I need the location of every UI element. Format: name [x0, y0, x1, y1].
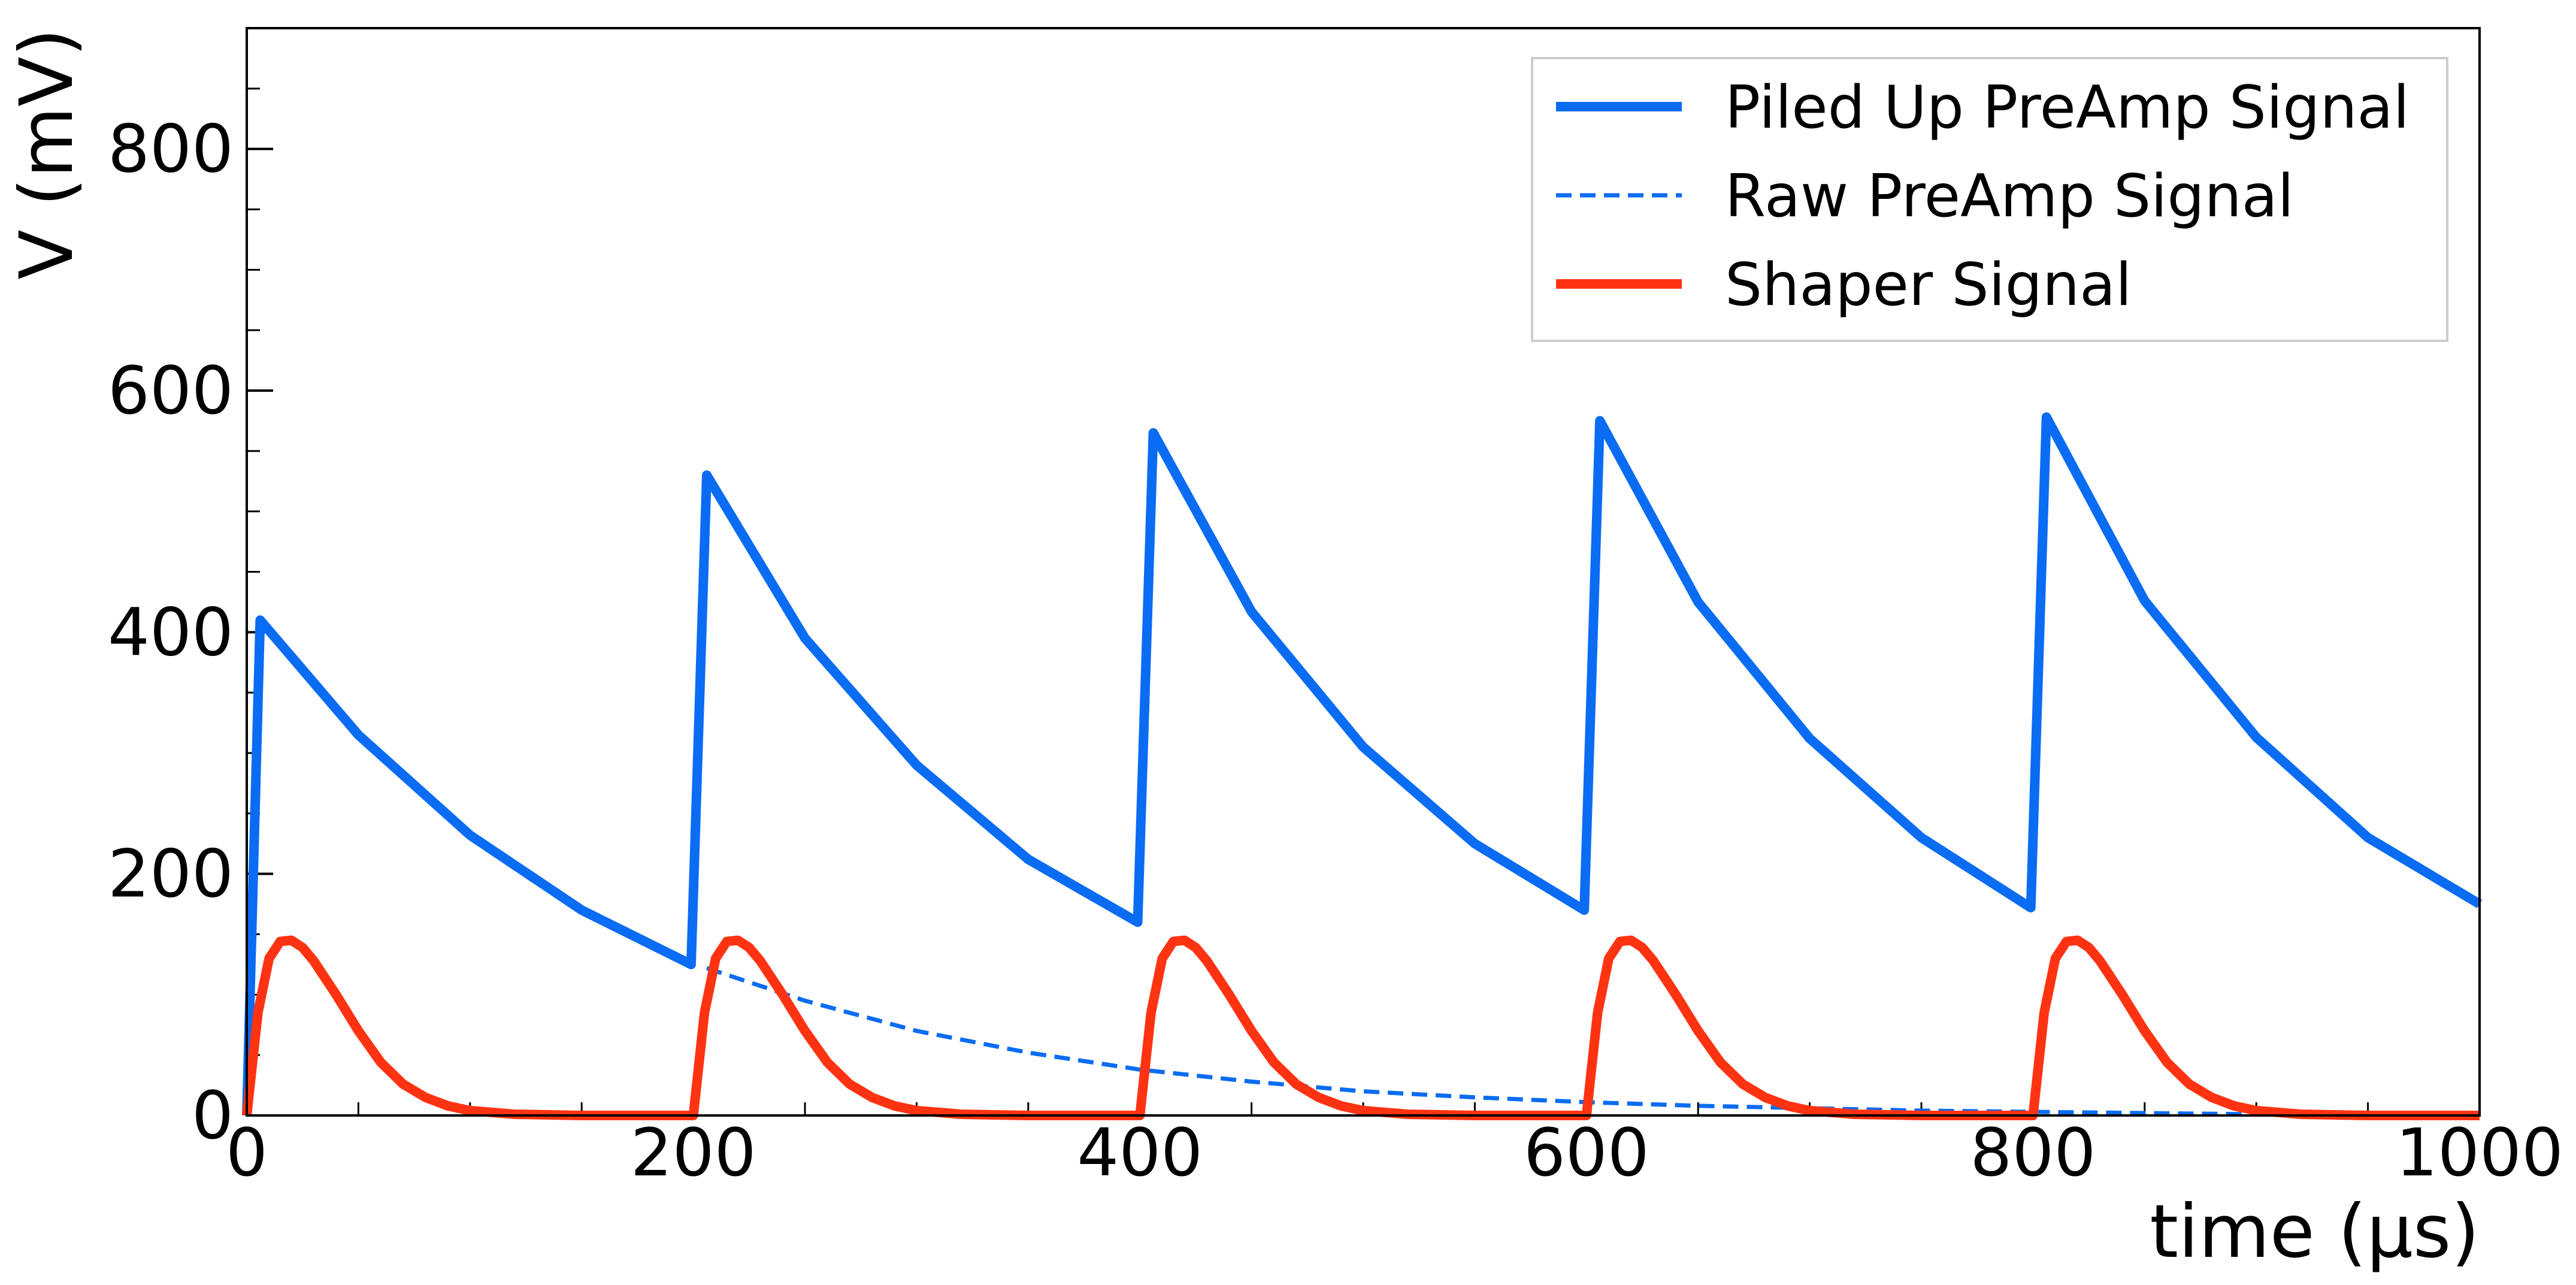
- y-tick-label: 200: [108, 836, 234, 912]
- plot-frame: [246, 27, 2481, 1117]
- x-tick-label: 800: [1970, 1114, 2096, 1191]
- legend-label-raw-preamp: Raw PreAmp Signal: [1725, 162, 2294, 231]
- plot-series: [242, 412, 2483, 1120]
- y-tick-label: 400: [108, 594, 234, 670]
- legend: Piled Up PreAmp Signal Raw PreAmp Signal…: [1531, 57, 2448, 342]
- x-tick-label: 400: [1077, 1114, 1203, 1191]
- y-tick-label: 800: [108, 111, 234, 188]
- y-tick-label: 600: [108, 352, 234, 429]
- x-tick-label: 200: [631, 1114, 756, 1191]
- legend-label-piled-up-preamp: Piled Up PreAmp Signal: [1725, 74, 2409, 142]
- tick-labels: 0 200 400 600 800 1000 0 200 400 600 800: [108, 111, 2563, 1191]
- x-tick-label: 1000: [2396, 1114, 2563, 1191]
- series-shaper: [242, 935, 2480, 1120]
- legend-box: [1531, 57, 2448, 342]
- x-tick-label: 600: [1524, 1114, 1649, 1191]
- x-axis-title: time (μs): [2150, 1189, 2480, 1274]
- x-tick-label: 0: [226, 1114, 268, 1191]
- legend-label-shaper: Shaper Signal: [1725, 251, 2132, 319]
- y-axis-title: V (mV): [4, 28, 89, 280]
- y-tick-label: 0: [192, 1077, 234, 1154]
- series-piled-up-preamp: [242, 412, 2483, 1116]
